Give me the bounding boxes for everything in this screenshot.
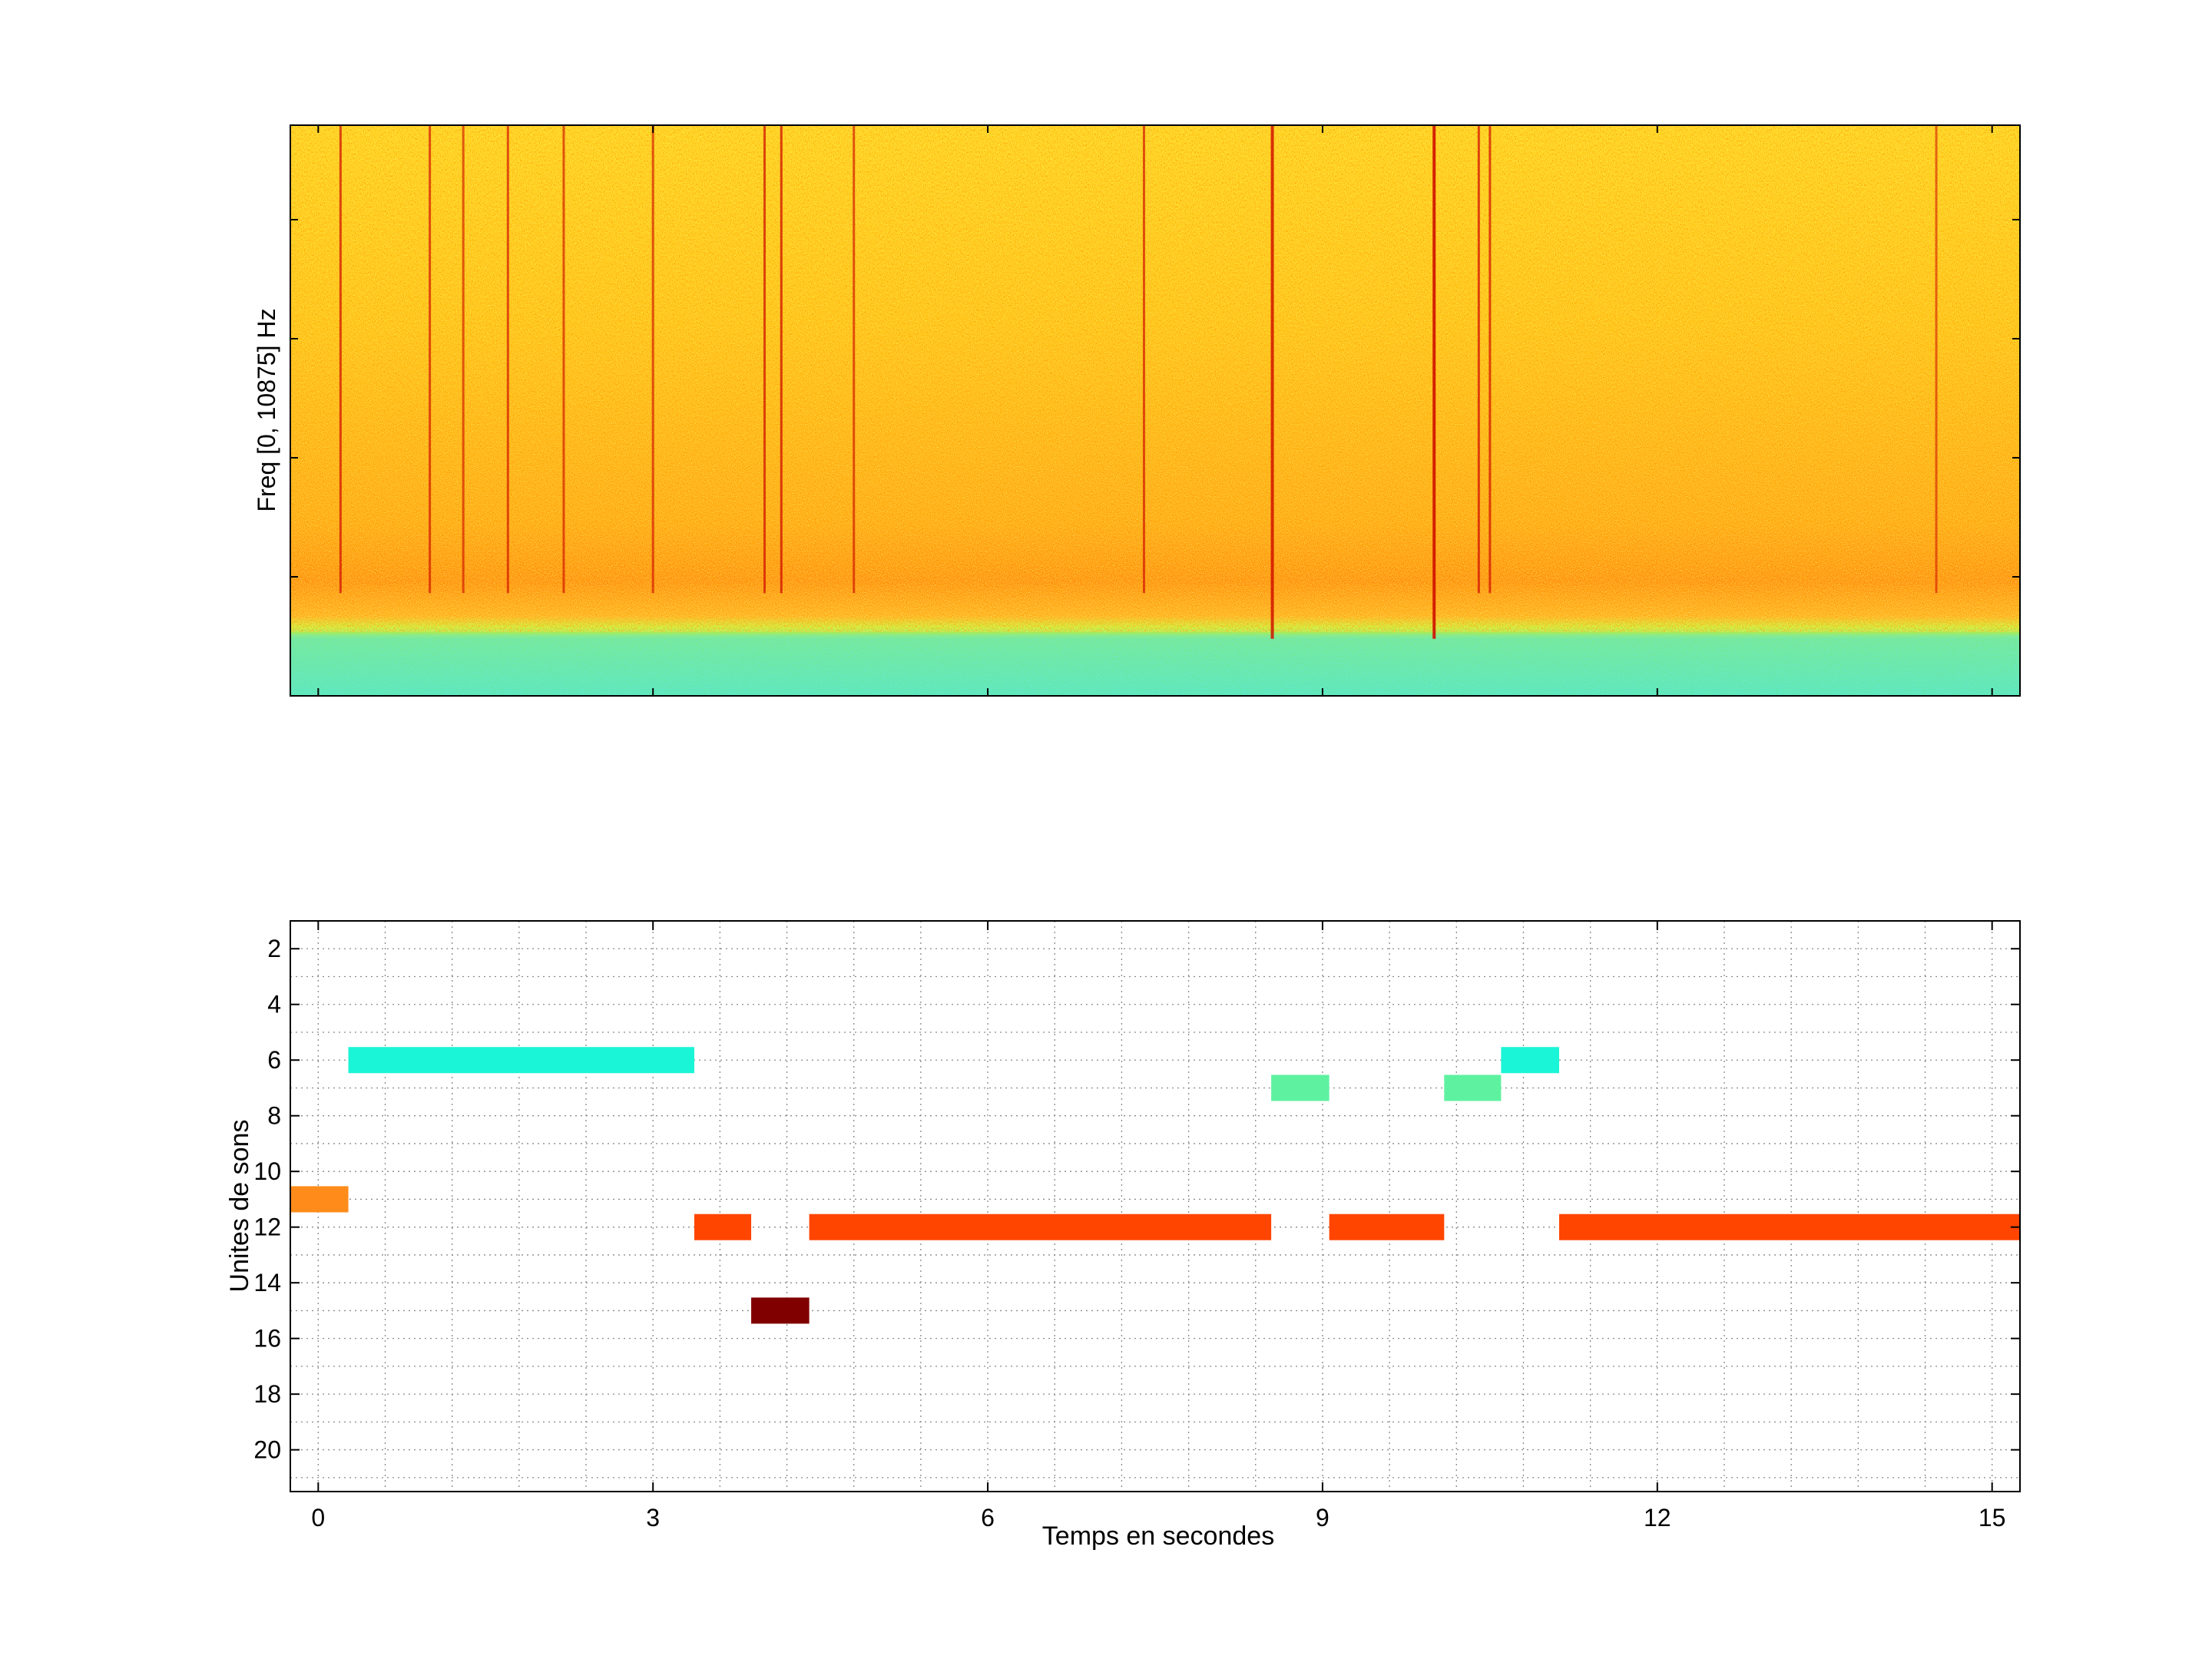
- x-tick-label: 0: [311, 1504, 325, 1532]
- y-tick-label: 8: [267, 1102, 281, 1130]
- y-tick-label: 16: [253, 1325, 281, 1353]
- x-tick-label: 15: [1979, 1504, 2006, 1532]
- spectrogram-streak: [651, 125, 654, 594]
- spectrogram-streak: [1477, 125, 1480, 594]
- x-tick-label: 12: [1644, 1504, 1671, 1532]
- units-segments: [290, 1047, 2020, 1324]
- spectrogram-streak: [339, 125, 342, 594]
- spectrogram-streak: [506, 125, 509, 594]
- sound-unit-segment: [1501, 1047, 1559, 1074]
- spectrogram-streak: [1935, 125, 1938, 594]
- units-y-tick-labels: 2 4 6 8 10 12 14 16 18 20: [253, 935, 281, 1463]
- spectrogram-streak: [1142, 125, 1145, 594]
- sound-unit-segment: [1558, 1214, 2020, 1240]
- sound-unit-segment: [1329, 1214, 1445, 1240]
- x-tick-label: 6: [981, 1504, 995, 1532]
- units-ylabel: Unites de sons: [225, 1120, 254, 1293]
- spectrogram-streak: [1488, 125, 1492, 594]
- y-tick-label: 2: [267, 935, 281, 962]
- y-tick-label: 12: [253, 1214, 281, 1241]
- x-tick-label: 9: [1316, 1504, 1330, 1532]
- spectrogram-streak: [462, 125, 465, 594]
- spectrogram-streak: [562, 125, 565, 594]
- y-tick-label: 4: [267, 991, 281, 1018]
- spectrogram-frame: [290, 124, 2021, 697]
- spectrogram-streak: [429, 125, 432, 594]
- units-axis-ticks: [290, 921, 2020, 1492]
- spectrogram-ylabel: Freq [0, 10875] Hz: [253, 308, 280, 512]
- spectrogram-low-band: [290, 634, 2020, 696]
- units-xlabel: Temps en secondes: [1042, 1522, 1274, 1551]
- spectrogram-streak: [1432, 125, 1436, 639]
- spectrogram-ticks: [290, 125, 2020, 696]
- spectrogram-panel: Freq [0, 10875] Hz: [253, 124, 2021, 697]
- y-tick-label: 20: [253, 1436, 281, 1464]
- spectrogram-streaks: [339, 125, 1938, 639]
- spectrogram-noise-yellow: [290, 125, 2020, 632]
- units-frame: [290, 920, 2021, 1492]
- sound-unit-segment: [1444, 1075, 1502, 1101]
- y-tick-label: 6: [267, 1046, 281, 1074]
- sound-unit-segment: [751, 1297, 810, 1324]
- sound-unit-segment: [290, 1186, 349, 1213]
- y-tick-label: 14: [253, 1269, 281, 1296]
- spectrogram-streak: [763, 125, 766, 594]
- units-x-tick-labels: 0 3 6 9 12 15: [311, 1504, 2005, 1532]
- units-panel: 0 3 6 9 12 15 2 4 6 8 10 12 14 16 18 20 Temps en secon…: [225, 920, 2021, 1551]
- sound-unit-segment: [1271, 1075, 1330, 1101]
- x-tick-label: 3: [646, 1504, 660, 1532]
- y-tick-label: 10: [253, 1157, 281, 1185]
- sound-unit-segment: [348, 1047, 694, 1074]
- spectrogram-streak: [1270, 125, 1274, 639]
- units-plot-area: [290, 921, 2020, 1492]
- sound-unit-segment: [694, 1214, 752, 1240]
- y-tick-label: 18: [253, 1380, 281, 1408]
- spectrogram-streak: [780, 125, 783, 594]
- spectrogram-streak: [853, 125, 856, 594]
- sound-unit-segment: [809, 1214, 1272, 1240]
